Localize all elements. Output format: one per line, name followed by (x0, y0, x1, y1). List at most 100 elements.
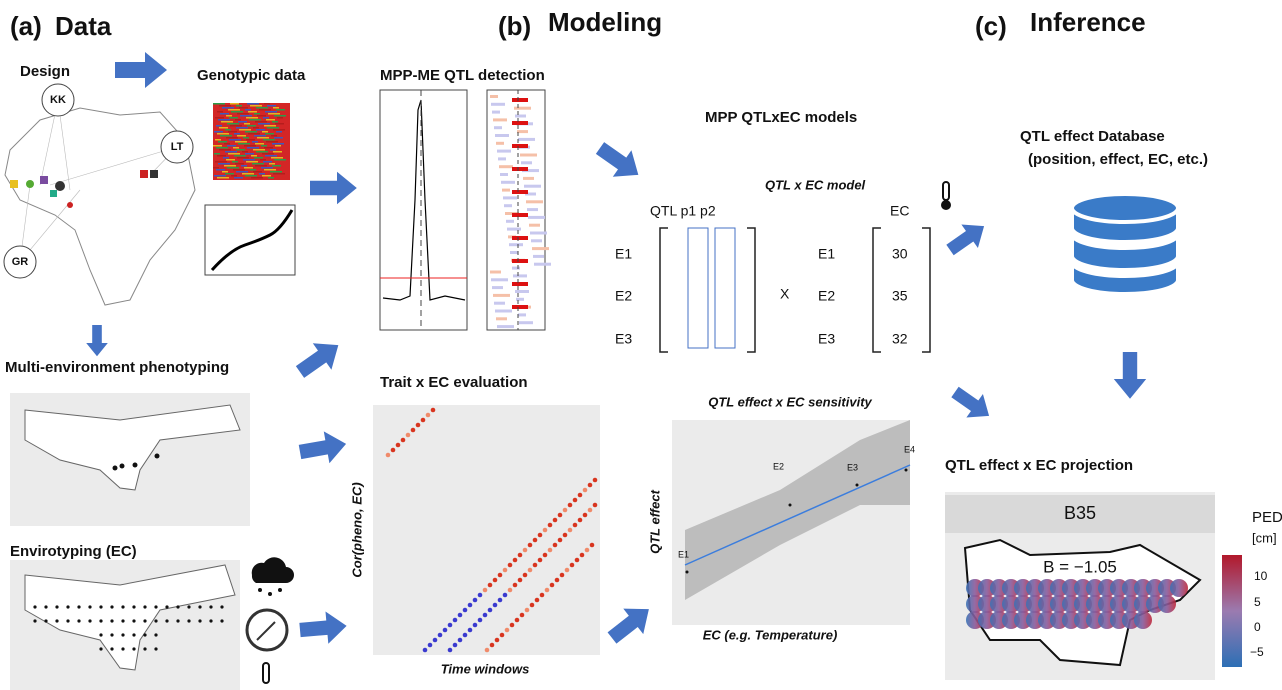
corr-dot (584, 547, 590, 553)
trait-ec-plot (373, 405, 600, 655)
stripe (262, 131, 268, 133)
effect-cell (494, 126, 502, 130)
stripe (272, 165, 281, 167)
proj-cell (1134, 611, 1152, 629)
effect-cell (530, 231, 547, 235)
panel-title: Inference (1030, 7, 1146, 37)
stripe (223, 157, 229, 159)
grid-dot (198, 605, 202, 609)
stripe (244, 167, 253, 169)
stripe (271, 113, 280, 115)
stripe (218, 119, 230, 121)
proj-cell (1158, 595, 1176, 613)
stripe (262, 175, 271, 177)
grid-dot (121, 619, 125, 623)
grid-dot (154, 647, 158, 651)
panel-title: Data (55, 11, 112, 41)
grid-dot (44, 605, 48, 609)
stripe (230, 167, 239, 169)
env-label: E1 (818, 246, 835, 262)
facet-strip (945, 495, 1215, 533)
effect-cell (513, 274, 527, 278)
corr-dot (517, 552, 523, 558)
map-africa (4, 107, 196, 306)
stripe (219, 105, 231, 107)
stripe (229, 117, 238, 119)
stripe (240, 157, 249, 159)
stripe (267, 105, 276, 107)
corr-dot (529, 602, 535, 608)
stripe (217, 133, 229, 135)
corr-dot (472, 622, 478, 628)
corr-dot (502, 567, 508, 573)
stripe (268, 177, 274, 179)
grid-dot (143, 605, 147, 609)
corr-dot (539, 592, 545, 598)
grid-dot (110, 647, 114, 651)
stripe (253, 105, 262, 107)
stripe (214, 131, 223, 133)
grid-dot (77, 605, 81, 609)
grid-dot (209, 605, 213, 609)
stripe (222, 149, 231, 151)
stripe (250, 169, 256, 171)
stripe (275, 123, 284, 125)
label: Multi-environment phenotyping (5, 359, 229, 376)
corr-dot (430, 407, 436, 413)
corr-dot (457, 612, 463, 618)
corr-dot (487, 607, 493, 613)
corr-dot (527, 542, 533, 548)
effect-cell (512, 266, 520, 270)
point-label: E1 (678, 549, 689, 559)
corr-dot (507, 562, 513, 568)
stripe (266, 119, 275, 121)
grid-dot (88, 605, 92, 609)
stripe (241, 143, 250, 145)
corr-dot (562, 507, 568, 513)
operator: X (780, 286, 790, 302)
stripe (222, 171, 228, 173)
weather-icons (245, 557, 294, 684)
corr-dot (482, 587, 488, 593)
legend-title: PED (1252, 509, 1282, 526)
grid-dot (154, 633, 158, 637)
effect-cell (532, 247, 549, 251)
corr-dot (572, 522, 578, 528)
corr-dot (492, 602, 498, 608)
stripe (245, 131, 257, 133)
effect-cell (514, 106, 531, 110)
grid-dot (154, 605, 158, 609)
panel-title: Modeling (548, 7, 662, 37)
grid-dot (99, 633, 103, 637)
corr-dot (467, 602, 473, 608)
corr-dot (502, 592, 508, 598)
stripe (226, 115, 232, 117)
stripe (226, 137, 238, 139)
corr-dot (574, 557, 580, 563)
effect-cell (522, 169, 539, 173)
corr-dot (512, 557, 518, 563)
effect-cell (531, 239, 542, 243)
stripe (223, 135, 232, 137)
stripe (232, 161, 238, 163)
genotype-heatmap (213, 103, 290, 180)
corr-dot (395, 442, 401, 448)
stripe (225, 107, 234, 109)
stripe (258, 165, 267, 167)
regression-line (684, 464, 911, 566)
stripe (216, 125, 222, 127)
grid-dot (99, 605, 103, 609)
stripe (221, 163, 230, 165)
corr-dot (467, 627, 473, 633)
stripe (261, 145, 267, 147)
stripe (233, 147, 239, 149)
qtl-profile-plot (379, 89, 468, 331)
corr-dot (447, 647, 453, 653)
stripe (276, 109, 285, 111)
stripe (263, 139, 275, 141)
corr-dot (552, 517, 558, 523)
stripe (259, 151, 268, 153)
grid-dot (209, 619, 213, 623)
stripe (233, 169, 245, 171)
corr-dot (542, 552, 548, 558)
